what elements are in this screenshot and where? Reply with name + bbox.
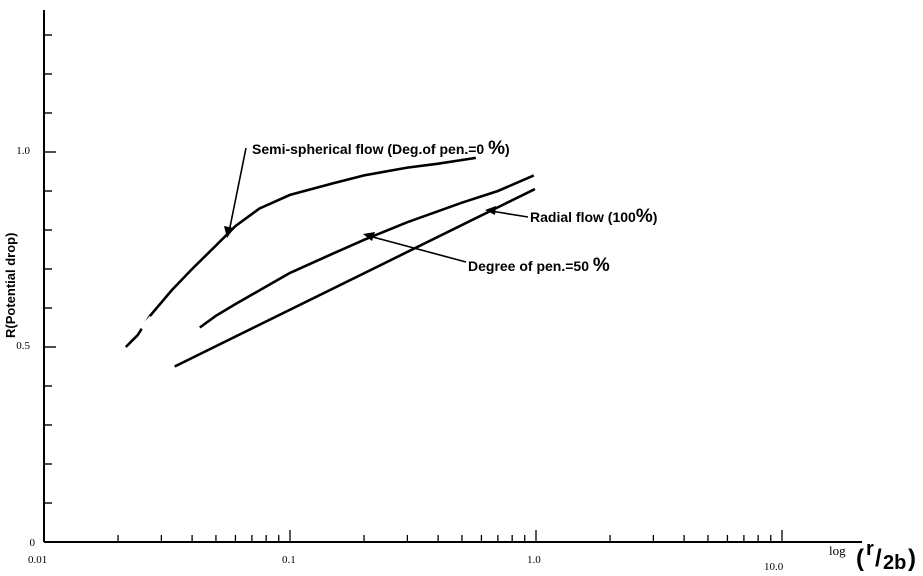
x-axis-label-prefix: log	[829, 543, 846, 558]
x-axis-label-slash: /	[875, 545, 882, 572]
annotation-semi-spherical: Semi-spherical flow (Deg.of pen.=0 %)	[252, 138, 510, 159]
y-tick-label-1-0: 1.0	[16, 145, 30, 157]
series-semi-spherical-line	[124, 156, 477, 348]
series-pen-50-line	[199, 174, 535, 329]
x-tick-label-1-0: 1.0	[527, 554, 541, 566]
arrow-pen50-head	[363, 232, 375, 241]
x-axis-label-denominator: 2b	[883, 552, 906, 574]
x-tick-label-10-0: 10.0	[764, 561, 784, 573]
y-ticks	[44, 34, 56, 504]
annotation-pen-50: Degree of pen.=50 %	[468, 255, 610, 276]
y-axis-label: R(Potential drop)	[3, 233, 18, 338]
arrow-semi	[228, 147, 247, 233]
x-axis-label-paren-open: (	[856, 545, 864, 572]
arrow-radial-head	[485, 206, 496, 215]
arrow-semi-head	[224, 226, 234, 238]
annotation-arrows	[224, 147, 529, 263]
series-radial-line	[174, 187, 536, 368]
x-axis-label-numerator: r	[866, 538, 874, 560]
x-axis-label: log ( r / 2b )	[829, 538, 916, 574]
arrow-pen50	[368, 235, 467, 263]
x-ticks	[43, 530, 783, 542]
arrow-radial	[490, 210, 529, 218]
series-semi-spherical-gap	[139, 315, 155, 332]
x-axis-label-paren-close: )	[908, 545, 916, 572]
y-tick-label-0: 0	[30, 537, 36, 549]
x-tick-label-0-01: 0.01	[28, 554, 47, 566]
annotation-radial-flow: Radial flow (100%)	[530, 206, 657, 227]
x-tick-label-0-1: 0.1	[282, 554, 296, 566]
y-tick-label-0-5: 0.5	[16, 340, 30, 352]
